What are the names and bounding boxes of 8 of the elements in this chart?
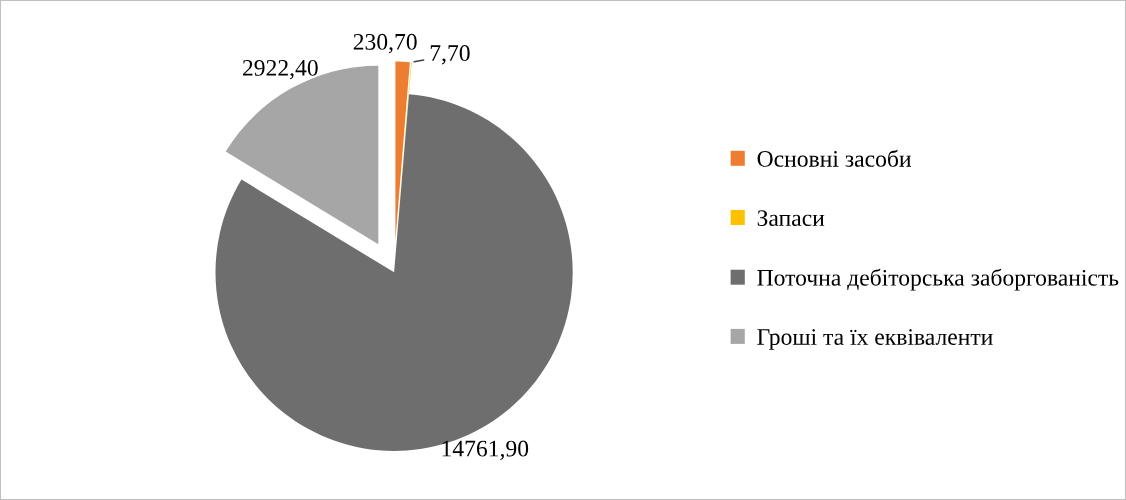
legend-label: Запаси [757, 210, 825, 227]
data-label: 230,70 [353, 33, 417, 54]
legend-label: Поточна дебіторська заборгованість [757, 268, 1119, 291]
data-label: 7,70 [430, 45, 470, 65]
data-label: 14761,90 [442, 440, 529, 460]
legend-label: Основні засоби [757, 149, 912, 167]
legend-label: Гроші та їх еквіваленти [757, 329, 993, 350]
data-label: 2922,40 [242, 59, 318, 80]
